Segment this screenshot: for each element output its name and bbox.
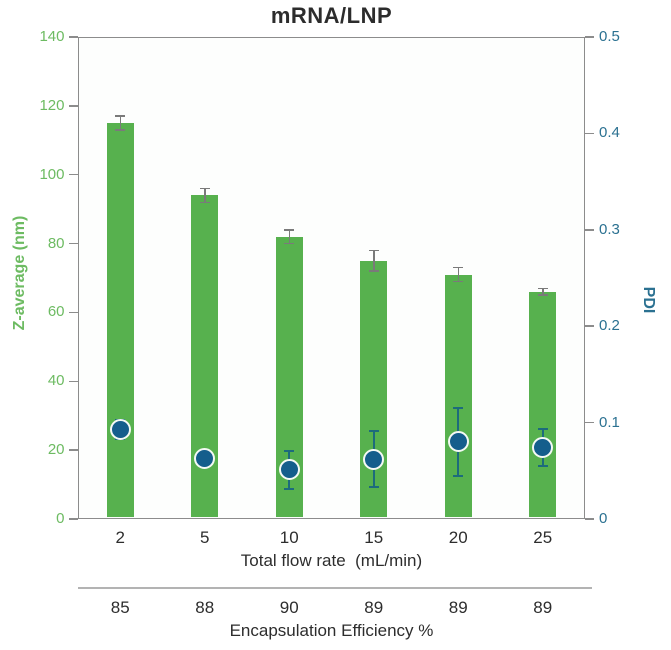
x-tick-label: 5 (200, 528, 210, 547)
y-tick-label-left: 0 (56, 510, 65, 527)
tick-mark-left (68, 518, 78, 520)
tick-mark-right (585, 325, 594, 327)
bar-error-line (542, 288, 544, 296)
tick-mark-right (585, 229, 594, 231)
tick-mark-left (68, 173, 78, 176)
bar-error-line (457, 267, 459, 282)
pdi-point (278, 459, 300, 481)
bar-error-line (204, 188, 206, 203)
pdi-error-cap (284, 488, 295, 491)
x-tick-label: 10 (279, 528, 299, 547)
tick-mark-left (68, 242, 78, 245)
y-tick-label-left: 60 (47, 303, 65, 321)
tick-mark-left (68, 311, 78, 314)
bar-error-cap (537, 287, 548, 290)
y-tick-label-right: 0.2 (599, 317, 620, 335)
ee-value: 89 (364, 598, 384, 617)
bar (529, 291, 557, 518)
y-tick-label-right: 0.3 (599, 220, 620, 238)
pdi-error-cap (453, 407, 464, 410)
bar-error-cap (453, 266, 464, 269)
pdi-error-cap (453, 474, 464, 477)
bar-error-line (119, 116, 121, 130)
pdi-point (363, 448, 385, 470)
bar-error-cap (199, 201, 210, 203)
tick-mark-left (68, 380, 78, 383)
bar (106, 123, 134, 518)
tick-mark-left (68, 105, 78, 107)
y-tick-label-left: 120 (39, 96, 65, 114)
tick-mark-left (68, 449, 78, 451)
bar-error-line (373, 250, 375, 272)
x-tick-label: 15 (364, 528, 384, 547)
pdi-point (447, 431, 469, 453)
y-tick-label-left: 80 (47, 234, 65, 252)
y-tick-label-right: 0.4 (599, 124, 620, 142)
y-tick-label-left: 20 (47, 441, 65, 459)
bar-error-line (288, 229, 290, 244)
bar-error-cap (199, 187, 210, 190)
y-tick-label-left: 100 (39, 165, 65, 183)
pdi-error-cap (537, 464, 548, 467)
bar (444, 274, 472, 518)
x-tick-label: 20 (448, 528, 468, 547)
y-tick-label-right: 0.5 (599, 28, 620, 45)
tick-mark-right (585, 518, 594, 520)
pdi-error-cap (368, 486, 379, 489)
bar-error-cap (368, 249, 379, 252)
right-axis-title: PDI (640, 286, 657, 314)
bar-error-cap (284, 229, 295, 231)
chart-title: mRNA/LNP (270, 3, 393, 28)
bar-error-cap (115, 115, 126, 117)
pdi-point (532, 437, 554, 459)
y-tick-label-right: 0.1 (599, 413, 620, 431)
tick-mark-right (585, 36, 594, 38)
bar (191, 195, 219, 518)
y-tick-label-left: 40 (47, 372, 65, 390)
pdi-error-cap (284, 449, 295, 452)
y-tick-label-left: 140 (39, 28, 65, 45)
y-tick-label-right: 0 (599, 510, 608, 527)
tick-mark-right (585, 132, 594, 135)
plot-area (78, 37, 585, 519)
ee-value: 89 (448, 598, 468, 617)
tick-mark-right (585, 421, 594, 424)
footer-divider (78, 587, 592, 589)
left-axis-title: Z-average (nm) (11, 215, 28, 331)
x-axis-title: Total flow rate (mL/min) (240, 551, 423, 570)
ee-value: 90 (279, 598, 299, 617)
bar-error-cap (537, 294, 548, 296)
pdi-point (109, 418, 131, 440)
x-tick-label: 2 (115, 528, 125, 547)
pdi-error-cap (368, 430, 379, 433)
bar-error-cap (453, 280, 464, 283)
ee-value: 89 (533, 598, 553, 617)
bar-error-cap (284, 242, 295, 245)
pdi-error-cap (537, 428, 548, 431)
ee-value: 85 (110, 598, 130, 617)
pdi-point (194, 447, 216, 469)
ee-value: 88 (195, 598, 215, 617)
footer-label: Encapsulation Efficiency % (229, 621, 434, 640)
bar-error-cap (368, 270, 379, 272)
tick-mark-left (68, 36, 78, 38)
x-tick-label: 25 (533, 528, 553, 547)
bar-error-cap (115, 129, 126, 131)
